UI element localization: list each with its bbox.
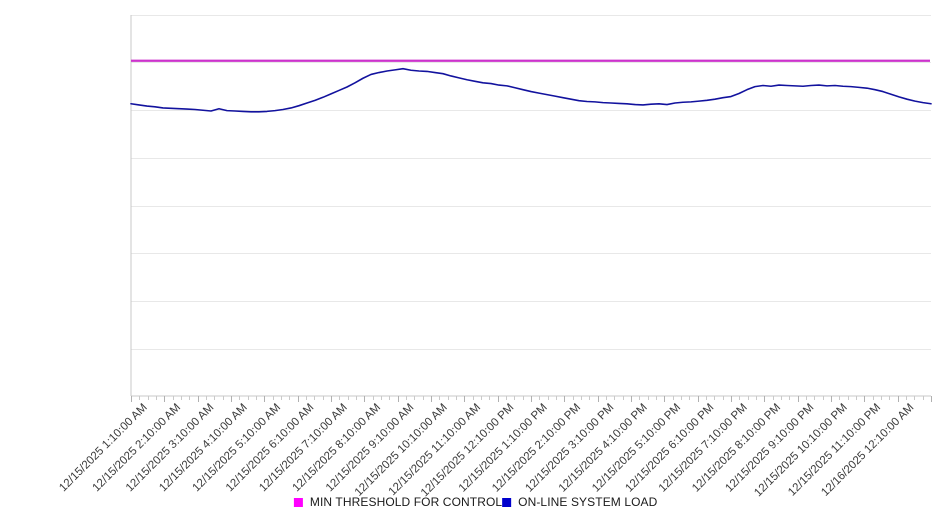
legend-swatch	[502, 498, 512, 507]
legend-label: ON-LINE SYSTEM LOAD	[518, 495, 657, 509]
legend-swatch	[293, 498, 303, 507]
gridlines	[131, 15, 931, 350]
load-line-series	[130, 67, 932, 113]
legend-item[interactable]: ON-LINE SYSTEM LOAD	[502, 495, 658, 509]
chart-legend: MIN THRESHOLD FOR CONTROL ON-LINE SYSTEM …	[293, 495, 658, 509]
legend-label: MIN THRESHOLD FOR CONTROL	[310, 495, 503, 509]
x-axis-ticks	[131, 396, 932, 402]
legend-item[interactable]: MIN THRESHOLD FOR CONTROL	[293, 495, 503, 509]
series-layer	[130, 59, 932, 113]
plot-background	[131, 15, 931, 396]
